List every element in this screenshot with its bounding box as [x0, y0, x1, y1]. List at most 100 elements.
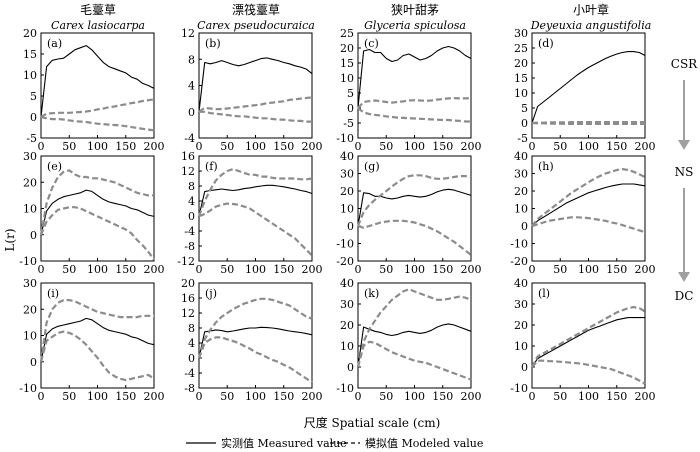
x-tick-label: 50 — [553, 140, 567, 153]
x-tick-label: 0 — [38, 140, 45, 153]
x-tick-label: 200 — [461, 263, 482, 276]
x-tick-label: 0 — [196, 263, 203, 276]
modeled-series-line-2 — [197, 336, 313, 384]
x-tick-label: 200 — [302, 390, 323, 403]
y-tick-label: 25 — [514, 42, 528, 55]
x-tick-label: 200 — [144, 263, 165, 276]
col-2-latin-name: Carex pseudocuraica — [197, 19, 315, 32]
y-tick-label: -10 — [510, 238, 528, 251]
panel-label: (f) — [205, 160, 218, 173]
x-tick-label: 50 — [379, 390, 393, 403]
modeled-series-line-1 — [531, 306, 646, 368]
y-tick-label: 20 — [514, 57, 528, 70]
measured-series-line — [357, 45, 472, 109]
modeled-series-line-2 — [531, 121, 645, 125]
legend-modeled-label: 模拟值 Modeled value — [365, 436, 483, 450]
y-tick-label: 0 — [521, 117, 528, 130]
legend: 实测值 Measured value 模拟值 Modeled value — [186, 436, 483, 450]
y-tick-label: 40 — [340, 150, 354, 163]
y-tick-label: -5 — [517, 132, 528, 145]
y-tick-label: 20 — [340, 42, 354, 55]
y-tick-label: 10 — [514, 87, 528, 100]
y-axis-label: L(r) — [3, 228, 17, 251]
y-tick-label: 10 — [23, 69, 37, 82]
y-tick-label: 4 — [188, 337, 195, 350]
measured-series-line — [40, 189, 155, 235]
x-tick-label: 150 — [273, 390, 294, 403]
modeled-series-line-1 — [531, 168, 646, 227]
measured-series-line — [357, 188, 472, 227]
x-tick-label: 200 — [461, 390, 482, 403]
y-tick-label: -10 — [336, 132, 354, 145]
modeled-series-line-1 — [197, 297, 313, 359]
x-tick-label: 150 — [115, 140, 136, 153]
col-3-latin-name: Glyceria spiculosa — [364, 19, 466, 32]
measured-series-line — [40, 317, 155, 362]
x-tick-label: 100 — [87, 390, 108, 403]
y-tick-label: 40 — [340, 277, 354, 290]
x-tick-label: 100 — [578, 390, 599, 403]
panel-f: -12 -8 -4 0 4 8 12 16 0 50 100 150 200 (f) — [177, 150, 322, 276]
y-tick-label: -5 — [26, 132, 37, 145]
y-tick-label: 20 — [181, 277, 195, 290]
y-tick-label: 25 — [340, 27, 354, 40]
y-tick-label: 12 — [181, 307, 195, 320]
x-tick-label: 150 — [115, 263, 136, 276]
y-tick-label: 0 — [30, 356, 37, 369]
x-tick-label: 100 — [404, 390, 425, 403]
y-tick-label: 20 — [23, 27, 37, 40]
y-tick-label: 15 — [514, 72, 528, 85]
modeled-series-line-2 — [198, 202, 313, 257]
y-tick-label: 40 — [514, 150, 528, 163]
x-tick-label: 0 — [529, 263, 536, 276]
measured-series-line — [198, 326, 313, 359]
y-tick-label: 20 — [340, 319, 354, 332]
y-tick-label: 0 — [30, 111, 37, 124]
y-tick-label: 0 — [521, 220, 528, 233]
arrow-head-1 — [678, 140, 690, 150]
x-tick-label: 0 — [355, 390, 362, 403]
measured-series-line — [531, 317, 645, 368]
x-tick-label: 200 — [302, 140, 323, 153]
y-tick-label: 30 — [340, 298, 354, 311]
y-tick-label: -20 — [510, 255, 528, 268]
y-tick-label: 15 — [23, 48, 37, 61]
x-tick-label: 100 — [245, 263, 266, 276]
y-tick-label: 8 — [188, 322, 195, 335]
y-tick-label: 15 — [340, 57, 354, 70]
x-tick-label: 150 — [606, 390, 627, 403]
y-tick-label: 8 — [188, 53, 195, 66]
x-tick-label: 200 — [635, 263, 656, 276]
y-tick-label: -12 — [177, 255, 195, 268]
y-tick-label: 0 — [347, 361, 354, 374]
col-1-chinese-name: 毛薹草 — [80, 2, 116, 17]
y-tick-label: 5 — [30, 90, 37, 103]
x-tick-label: 150 — [432, 140, 453, 153]
y-tick-label: -20 — [336, 255, 354, 268]
y-tick-label: 4 — [188, 80, 195, 93]
y-tick-label: -10 — [510, 382, 528, 395]
y-tick-label: 20 — [23, 176, 37, 189]
x-tick-label: 50 — [379, 140, 393, 153]
modeled-series-line-2 — [199, 110, 312, 123]
x-tick-label: 50 — [62, 140, 76, 153]
modeled-series-line-1 — [357, 97, 472, 109]
modeled-series-line-2 — [357, 219, 472, 256]
y-tick-label: -10 — [336, 238, 354, 251]
y-tick-label: 20 — [340, 185, 354, 198]
measured-series-line — [357, 323, 472, 368]
panel-label: (b) — [205, 37, 221, 50]
modeled-series-line-2 — [40, 115, 155, 132]
x-tick-label: 200 — [144, 390, 165, 403]
x-tick-label: 50 — [220, 140, 234, 153]
panel-label: (a) — [47, 37, 62, 50]
y-tick-label: 10 — [340, 203, 354, 216]
x-tick-label: 150 — [606, 140, 627, 153]
x-tick-label: 50 — [62, 390, 76, 403]
measured-series-line — [40, 45, 155, 118]
row-label-ns: NS — [675, 165, 694, 179]
